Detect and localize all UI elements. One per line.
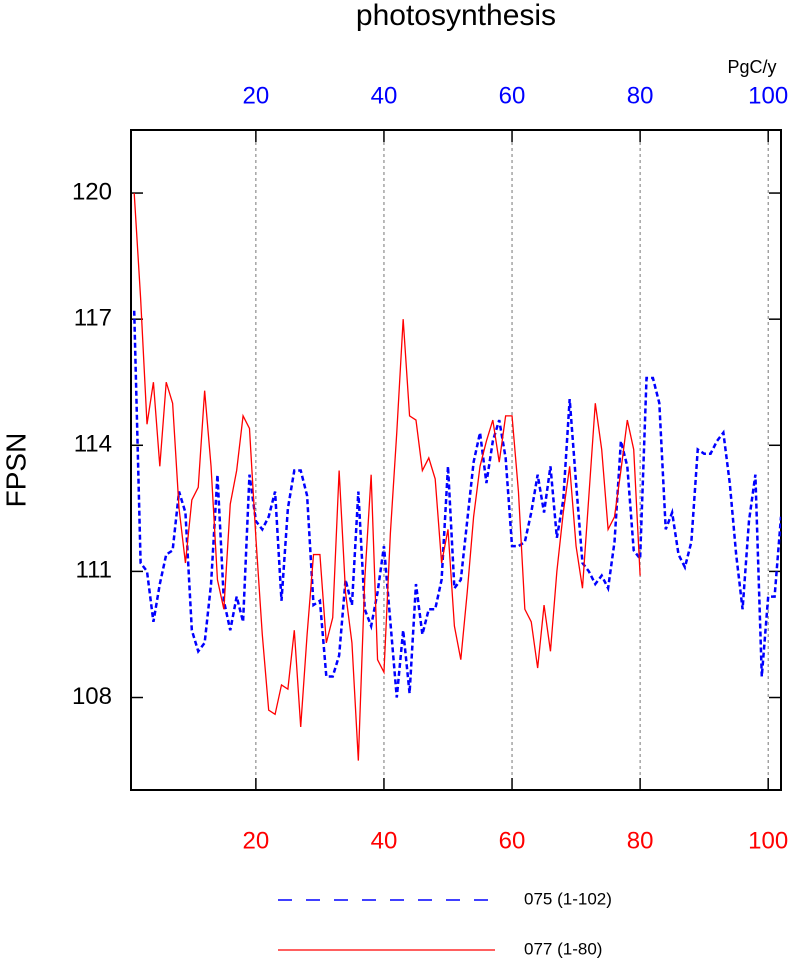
y-tick-label: 108 xyxy=(72,683,112,710)
x2-tick-label: 20 xyxy=(243,82,270,109)
series-line xyxy=(133,193,641,761)
y-tick-label: 111 xyxy=(76,557,112,584)
x2-tick-label: 100 xyxy=(748,82,788,109)
x2-tick-label: 60 xyxy=(499,82,526,109)
chart-title: photosynthesis xyxy=(356,0,556,32)
x2-tick-label: 40 xyxy=(371,82,398,109)
y-axis-label: FPSN xyxy=(0,433,31,508)
y-tick-label: 120 xyxy=(72,178,112,205)
legend-label: 075 (1-102) xyxy=(524,889,612,908)
y-tick-label: 117 xyxy=(74,305,112,332)
x-tick-label: 80 xyxy=(627,827,654,854)
series-line xyxy=(132,310,781,698)
x-tick-label: 20 xyxy=(243,827,270,854)
x-tick-label: 40 xyxy=(371,827,398,854)
y-tick-label: 114 xyxy=(74,431,112,458)
x-tick-label: 60 xyxy=(499,827,526,854)
legend-label: 077 (1-80) xyxy=(524,939,602,958)
x2-unit: PgC/y xyxy=(727,57,776,77)
x-tick-label: 100 xyxy=(748,827,788,854)
plot-frame xyxy=(130,129,782,791)
x2-tick-label: 80 xyxy=(627,82,654,109)
